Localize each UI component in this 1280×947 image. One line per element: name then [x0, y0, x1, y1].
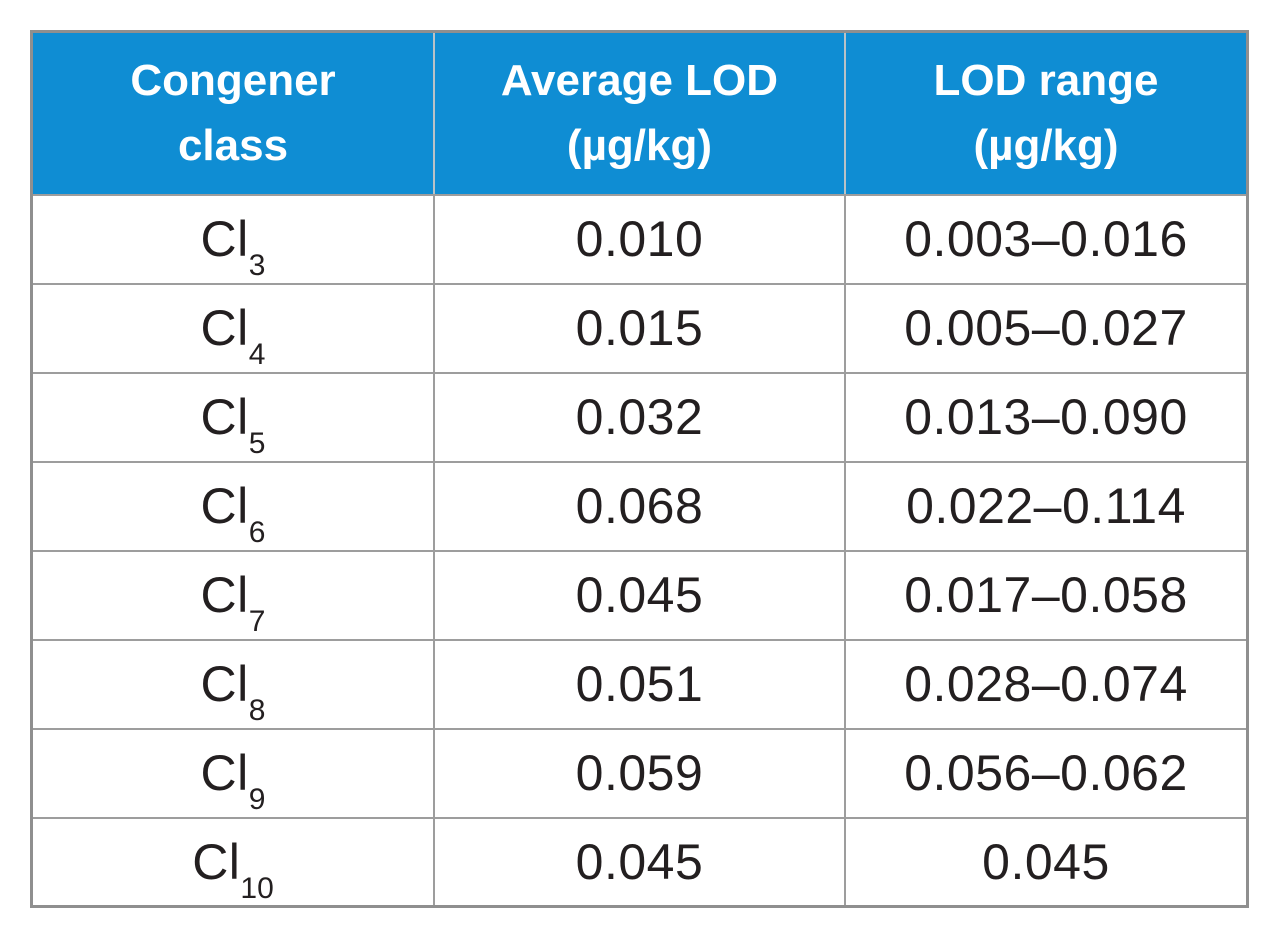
table-row: Cl5 0.032 0.013–0.090: [30, 371, 1249, 463]
table-row: Cl3 0.010 0.003–0.016: [30, 193, 1249, 285]
congener-symbol: Cl: [200, 211, 249, 267]
table-row: Cl6 0.068 0.022–0.114: [30, 460, 1249, 552]
lod-range-cell: 0.005–0.027: [843, 282, 1249, 374]
lod-range-cell: 0.013–0.090: [843, 371, 1249, 463]
header-lod-range: LOD range (µg/kg): [843, 30, 1249, 196]
average-lod-cell: 0.032: [432, 371, 846, 463]
header-line: LOD range: [933, 56, 1159, 106]
congener-symbol: Cl: [200, 389, 249, 445]
congener-class-cell: Cl3: [30, 193, 435, 285]
average-lod-cell: 0.015: [432, 282, 846, 374]
lod-range-cell: 0.022–0.114: [843, 460, 1249, 552]
congener-class-cell: Cl9: [30, 727, 435, 819]
lod-range-cell: 0.045: [843, 816, 1249, 908]
congener-symbol: Cl: [200, 300, 249, 356]
table-row: Cl10 0.045 0.045: [30, 816, 1249, 908]
table-row: Cl8 0.051 0.028–0.074: [30, 638, 1249, 730]
congener-class-cell: Cl4: [30, 282, 435, 374]
congener-subscript: 9: [248, 783, 266, 817]
table-row: Cl7 0.045 0.017–0.058: [30, 549, 1249, 641]
average-lod-cell: 0.045: [432, 816, 846, 908]
congener-class-cell: Cl7: [30, 549, 435, 641]
header-line: class: [177, 121, 289, 171]
congener-subscript: 5: [248, 427, 266, 461]
lod-table-container: Congener class Average LOD (µg/kg) LOD r…: [29, 30, 1249, 908]
congener-subscript: 6: [248, 516, 266, 550]
table-header: Congener class Average LOD (µg/kg) LOD r…: [29, 30, 1249, 196]
congener-class-cell: Cl10: [30, 816, 435, 908]
header-line: (µg/kg): [566, 121, 713, 171]
average-lod-cell: 0.059: [432, 727, 846, 819]
congener-subscript: 7: [248, 605, 266, 639]
header-row: Congener class Average LOD (µg/kg) LOD r…: [29, 30, 1249, 196]
table-body: Cl3 0.010 0.003–0.016 Cl4 0.015 0.005–0.…: [30, 193, 1249, 908]
header-congener-class: Congener class: [29, 30, 435, 196]
congener-symbol: Cl: [200, 745, 249, 801]
average-lod-cell: 0.051: [432, 638, 846, 730]
lod-range-cell: 0.028–0.074: [843, 638, 1249, 730]
header-line: Average LOD: [500, 56, 779, 106]
congener-subscript: 3: [248, 249, 266, 283]
congener-class-cell: Cl8: [30, 638, 435, 730]
header-average-lod: Average LOD (µg/kg): [432, 30, 846, 196]
header-line: Congener: [130, 56, 336, 106]
congener-class-cell: Cl5: [30, 371, 435, 463]
lod-range-cell: 0.056–0.062: [843, 727, 1249, 819]
lod-range-cell: 0.003–0.016: [843, 193, 1249, 285]
congener-symbol: Cl: [200, 567, 249, 623]
congener-class-cell: Cl6: [30, 460, 435, 552]
average-lod-cell: 0.068: [432, 460, 846, 552]
average-lod-cell: 0.045: [432, 549, 846, 641]
header-line: (µg/kg): [973, 121, 1119, 171]
congener-subscript: 10: [240, 872, 274, 906]
congener-symbol: Cl: [192, 833, 241, 890]
lod-range-cell: 0.017–0.058: [843, 549, 1249, 641]
congener-subscript: 8: [248, 694, 266, 728]
average-lod-cell: 0.010: [432, 193, 846, 285]
table-row: Cl4 0.015 0.005–0.027: [30, 282, 1249, 374]
table-row: Cl9 0.059 0.056–0.062: [30, 727, 1249, 819]
congener-symbol: Cl: [200, 656, 249, 712]
congener-symbol: Cl: [200, 478, 249, 534]
congener-subscript: 4: [248, 338, 266, 372]
lod-table: Congener class Average LOD (µg/kg) LOD r…: [29, 30, 1249, 908]
